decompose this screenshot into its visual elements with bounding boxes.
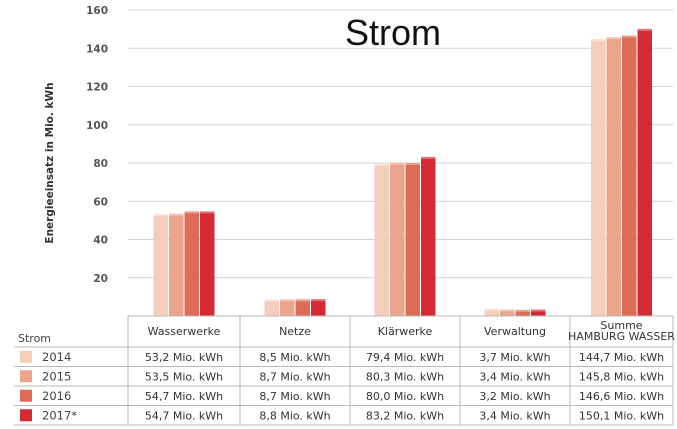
table-title: Strom [18, 332, 51, 345]
y-tick-label: 80 [93, 158, 108, 170]
y-axis-label: Energieeinsatz in Mio. kWh [44, 82, 56, 243]
bar [184, 211, 199, 316]
bar-highlight [264, 299, 279, 302]
data-label: 3,4 Mio. kWh [479, 370, 550, 383]
bar-highlight [405, 163, 420, 165]
data-label: 8,7 Mio. kWh [259, 370, 330, 383]
data-label: 146,6 Mio. kWh [579, 390, 664, 403]
bar-highlight [531, 309, 546, 312]
data-label: 145,8 Mio. kWh [579, 370, 664, 383]
bar [531, 309, 546, 316]
data-label: 3,7 Mio. kWh [479, 351, 550, 364]
bar [515, 309, 530, 316]
data-label: 8,8 Mio. kWh [259, 409, 330, 422]
x-tick-label: HAMBURG WASSER [568, 330, 675, 343]
data-label: 53,2 Mio. kWh [145, 351, 223, 364]
y-tick-label: 60 [93, 196, 108, 208]
bar [311, 299, 326, 316]
bar-highlight [374, 164, 389, 167]
bar [295, 299, 310, 316]
bar [484, 308, 499, 316]
data-label: 8,7 Mio. kWh [259, 390, 330, 403]
data-label: 54,7 Mio. kWh [145, 390, 223, 403]
y-tick-label: 40 [93, 235, 108, 247]
x-tick-label: Wasserwerke [148, 325, 221, 338]
data-label: 150,1 Mio. kWh [579, 409, 664, 422]
bars [153, 28, 652, 317]
bar-highlight [500, 309, 515, 312]
data-label: 54,7 Mio. kWh [145, 409, 223, 422]
bar [169, 213, 184, 316]
legend-label: 2017* [42, 408, 77, 422]
bar [637, 28, 652, 317]
data-label: 79,4 Mio. kWh [366, 351, 444, 364]
bar [374, 164, 389, 316]
data-label: 3,2 Mio. kWh [479, 390, 550, 403]
bar [405, 163, 420, 316]
bar [606, 37, 621, 316]
data-label: 144,7 Mio. kWh [579, 351, 664, 364]
data-label: 80,0 Mio. kWh [366, 390, 444, 403]
data-label: 3,4 Mio. kWh [479, 409, 550, 422]
legend-swatch [20, 370, 32, 383]
chart-title: Strom [345, 12, 441, 53]
bar-highlight [295, 299, 310, 302]
bar-highlight [484, 308, 499, 311]
bar [153, 214, 168, 316]
bar-highlight [390, 162, 405, 165]
bar-highlight [153, 214, 168, 217]
bar-highlight [200, 211, 215, 214]
bar [500, 309, 515, 316]
bar [200, 211, 215, 316]
legend-swatch [20, 389, 32, 402]
bar [390, 162, 405, 316]
bar-highlight [184, 211, 199, 214]
y-axis: 20 40 60 80 100 120 140 160 [86, 5, 108, 285]
legend-label: 2015 [42, 369, 71, 383]
data-label: 83,2 Mio. kWh [366, 409, 444, 422]
bar-highlight [591, 39, 606, 42]
x-tick-label: Verwaltung [484, 325, 546, 338]
legend-swatch [20, 409, 32, 422]
y-tick-label: 140 [86, 43, 108, 55]
bar-highlight [311, 299, 326, 302]
bar-highlight [280, 299, 295, 302]
bar-highlight [606, 37, 621, 40]
bar [280, 299, 295, 316]
x-tick-label: Summe [600, 319, 642, 332]
data-label: 53,5 Mio. kWh [145, 370, 223, 383]
bar [421, 156, 436, 316]
data-label: 8,5 Mio. kWh [259, 351, 330, 364]
bar-highlight [169, 213, 184, 216]
y-tick-label: 160 [86, 5, 108, 17]
bar-highlight [622, 35, 637, 38]
legend-label: 2016 [42, 389, 71, 403]
bar-highlight [637, 28, 652, 31]
bar-highlight [515, 309, 530, 312]
x-tick-label: Klärwerke [378, 325, 433, 338]
data-table: Strom Wasserwerke Netze Klärwerke Verwaltung… [14, 315, 675, 426]
y-tick-label: 120 [86, 82, 108, 94]
legend-label: 2014 [42, 350, 71, 364]
bar-highlight [421, 156, 436, 159]
data-label: 80,3 Mio. kWh [366, 370, 444, 383]
y-tick-label: 100 [86, 120, 108, 132]
bar [264, 299, 279, 316]
x-tick-label: Netze [279, 325, 311, 338]
bar [622, 35, 637, 316]
y-tick-label: 20 [93, 273, 108, 285]
bar [591, 39, 606, 316]
legend-swatch [20, 350, 32, 363]
